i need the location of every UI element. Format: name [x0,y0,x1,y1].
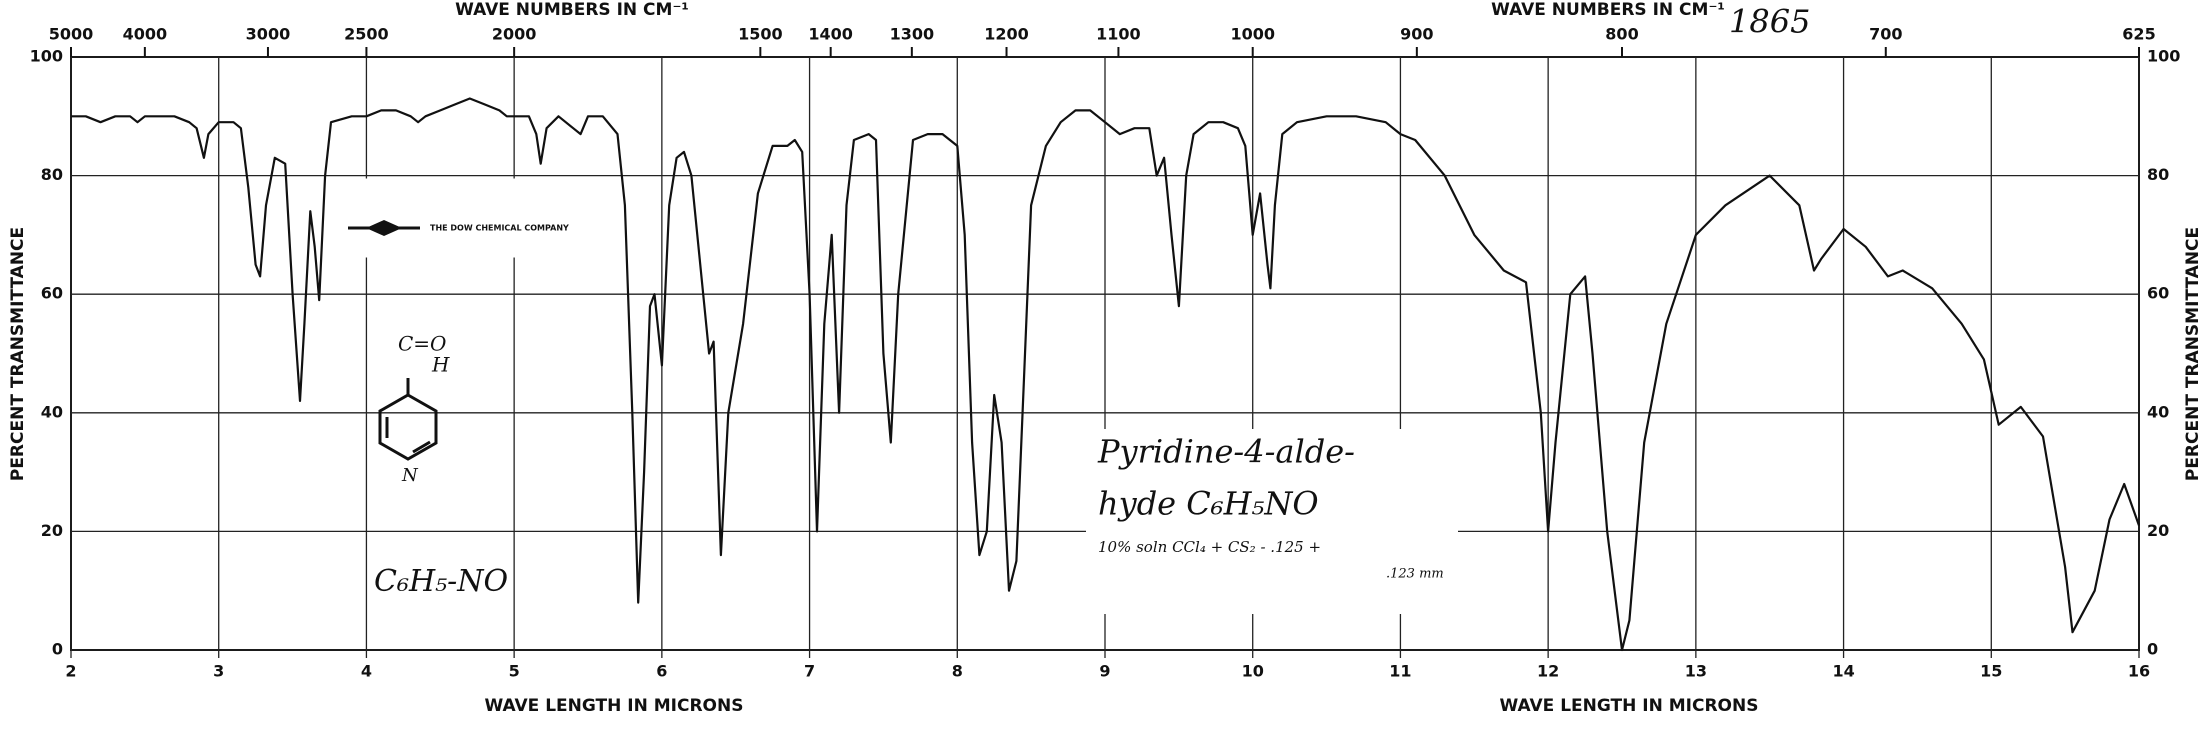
annotation: hyde C₆H₅NO [1098,485,1319,523]
x-tick-label: 10 [1242,662,1264,681]
x-tick-label: 13 [1685,662,1707,681]
x-tick-label: 8 [952,662,963,681]
y2-tick-label: 20 [2147,521,2169,540]
annotation: 1865 [1729,3,1810,41]
x2-tick-label: 3000 [246,25,291,44]
y-tick-label: 0 [52,640,63,659]
x2-axis-title: WAVE NUMBERS IN CM⁻¹ [1491,0,1725,20]
x2-axis-title: WAVE NUMBERS IN CM⁻¹ [455,0,689,20]
annotation: 10% soln CCl₄ + CS₂ - .125 + [1098,538,1321,556]
x2-tick-label: 900 [1400,25,1433,44]
x-tick-label: 11 [1389,662,1411,681]
structure [378,378,438,461]
x2-tick-label: 4000 [123,25,168,44]
x2-tick-label: 2000 [492,25,537,44]
x-tick-label: 6 [656,662,667,681]
x2-tick-label: 2500 [344,25,389,44]
y-tick-label: 20 [41,521,63,540]
x-tick-label: 9 [1099,662,1110,681]
annotation: .123 mm [1386,567,1444,582]
y-tick-label: 60 [41,284,63,303]
note-box [1086,429,1458,614]
y-tick-label: 100 [30,47,63,66]
x2-tick-label: 700 [1869,25,1902,44]
y2-tick-label: 100 [2147,47,2180,66]
x2-tick-label: 1100 [1096,25,1141,44]
x2-tick-label: 1500 [738,25,783,44]
spectrum-line [71,97,2141,652]
annotation: C₆H₅-NO [374,564,508,599]
y2-tick-label: 0 [2147,640,2158,659]
x-tick-label: 2 [65,662,76,681]
y-tick-label: 40 [41,402,63,421]
y2-tick-label: 40 [2147,402,2169,421]
label-box [335,178,598,258]
x2-tick-label: 800 [1605,25,1638,44]
x-axis-title: WAVE LENGTH IN MICRONS [1500,696,1759,716]
company-name: THE DOW CHEMICAL COMPANY [430,224,569,233]
x-tick-label: 14 [1832,662,1854,681]
y-axis-title: PERCENT TRANSMITTANCE [2183,227,2203,481]
annotation: C=O [398,332,446,356]
x-axis-title: WAVE LENGTH IN MICRONS [485,696,744,716]
x-tick-label: 12 [1537,662,1559,681]
x-tick-label: 4 [361,662,372,681]
x2-tick-label: 5000 [49,25,94,44]
y-axis-title: PERCENT TRANSMITTANCE [8,227,28,481]
x-tick-label: 16 [2128,662,2150,681]
pyridine-ring [378,393,438,461]
company-label: THE DOW CHEMICAL COMPANY [335,178,598,258]
bond [412,440,431,454]
x-tick-label: 7 [804,662,815,681]
x2-tick-label: 625 [2122,25,2155,44]
x-tick-label: 5 [509,662,520,681]
annotation: N [401,465,419,486]
y-tick-label: 80 [41,165,63,184]
y2-tick-label: 80 [2147,165,2169,184]
annotation: Pyridine-4-alde- [1097,433,1355,471]
x2-tick-label: 1300 [890,25,935,44]
x-tick-label: 3 [213,662,224,681]
x2-tick-label: 1200 [984,25,1029,44]
x2-tick-label: 1400 [808,25,853,44]
y2-tick-label: 60 [2147,284,2169,303]
x-tick-label: 15 [1980,662,2002,681]
x2-tick-label: 1000 [1230,25,1275,44]
annotation: H [431,353,450,377]
